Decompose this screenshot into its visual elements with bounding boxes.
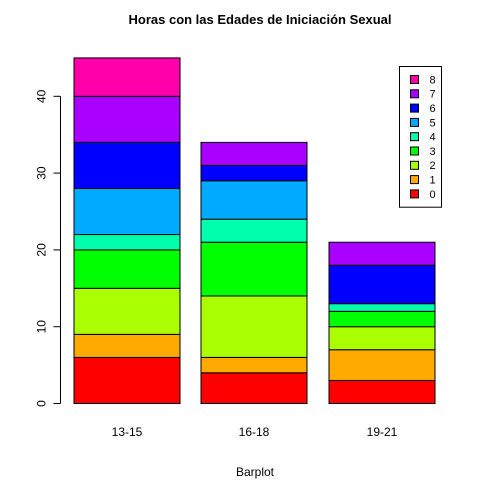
bars-group — [73, 57, 436, 405]
bar-segment-19-21-6 — [328, 264, 436, 305]
legend-swatch-7 — [410, 89, 419, 99]
y-tick-label: 0 — [35, 400, 49, 407]
bar-segment-13-15-3 — [73, 249, 181, 289]
legend-label-6: 6 — [430, 103, 436, 115]
legend-swatch-8 — [410, 75, 419, 84]
x-tick-label: 13-15 — [112, 425, 143, 439]
bar-segment-13-15-6 — [73, 141, 181, 189]
chart-title: Horas con las Edades de Iniciación Sexua… — [129, 12, 392, 27]
legend: 8 7 6 5 4 3 2 1 0 — [399, 66, 442, 208]
bar-segment-13-15-0 — [73, 356, 181, 405]
bar-segment-16-18-1 — [200, 356, 308, 374]
y-tick-label: 20 — [35, 243, 49, 257]
y-axis: 0 10 20 30 40 — [35, 89, 61, 407]
bar-segment-19-21-3 — [328, 310, 436, 328]
bar-segment-19-21-1 — [328, 349, 436, 381]
legend-swatch-3 — [410, 146, 419, 156]
bar-segment-19-21-4 — [328, 303, 436, 312]
bar-segment-16-18-5 — [200, 180, 308, 220]
bar-segment-19-21-0 — [328, 379, 436, 404]
bar-segment-13-15-1 — [73, 333, 181, 358]
x-axis-ticks: 13-15 16-18 19-21 — [112, 425, 398, 439]
bar-segment-13-15-2 — [73, 287, 181, 335]
y-tick-label: 40 — [35, 89, 49, 103]
bar-segment-13-15-8 — [73, 57, 181, 97]
bar-segment-16-18-2 — [200, 295, 308, 358]
legend-swatch-1 — [410, 175, 419, 185]
bar-segment-16-18-7 — [200, 141, 308, 166]
legend-label-3: 3 — [430, 146, 436, 158]
bar-segment-16-18-6 — [200, 164, 308, 182]
legend-swatch-2 — [410, 160, 419, 170]
legend-label-4: 4 — [430, 132, 436, 144]
legend-label-1: 1 — [430, 174, 436, 186]
legend-label-8: 8 — [430, 74, 436, 86]
legend-label-2: 2 — [430, 160, 436, 172]
bar-segment-13-15-4 — [73, 234, 181, 251]
x-axis-label: Barplot — [236, 465, 275, 479]
legend-label-0: 0 — [430, 189, 436, 201]
bar-segment-19-21-2 — [328, 326, 436, 351]
legend-label-5: 5 — [430, 117, 436, 129]
legend-label-7: 7 — [430, 89, 436, 101]
y-tick-label: 30 — [35, 166, 49, 180]
y-tick-label: 10 — [35, 320, 49, 334]
bar-segment-19-21-7 — [328, 241, 436, 266]
legend-box — [399, 66, 442, 208]
legend-swatch-5 — [410, 117, 419, 127]
bar-segment-16-18-4 — [200, 218, 308, 243]
bar-segment-16-18-3 — [200, 241, 308, 297]
bar-segment-13-15-5 — [73, 187, 181, 236]
bar-segment-13-15-7 — [73, 95, 181, 143]
legend-swatch-4 — [410, 132, 419, 142]
legend-swatch-0 — [410, 189, 419, 199]
x-tick-label: 16-18 — [239, 425, 270, 439]
bar-segment-16-18-0 — [200, 372, 308, 404]
x-tick-label: 19-21 — [367, 425, 398, 439]
legend-swatch-6 — [410, 103, 419, 113]
